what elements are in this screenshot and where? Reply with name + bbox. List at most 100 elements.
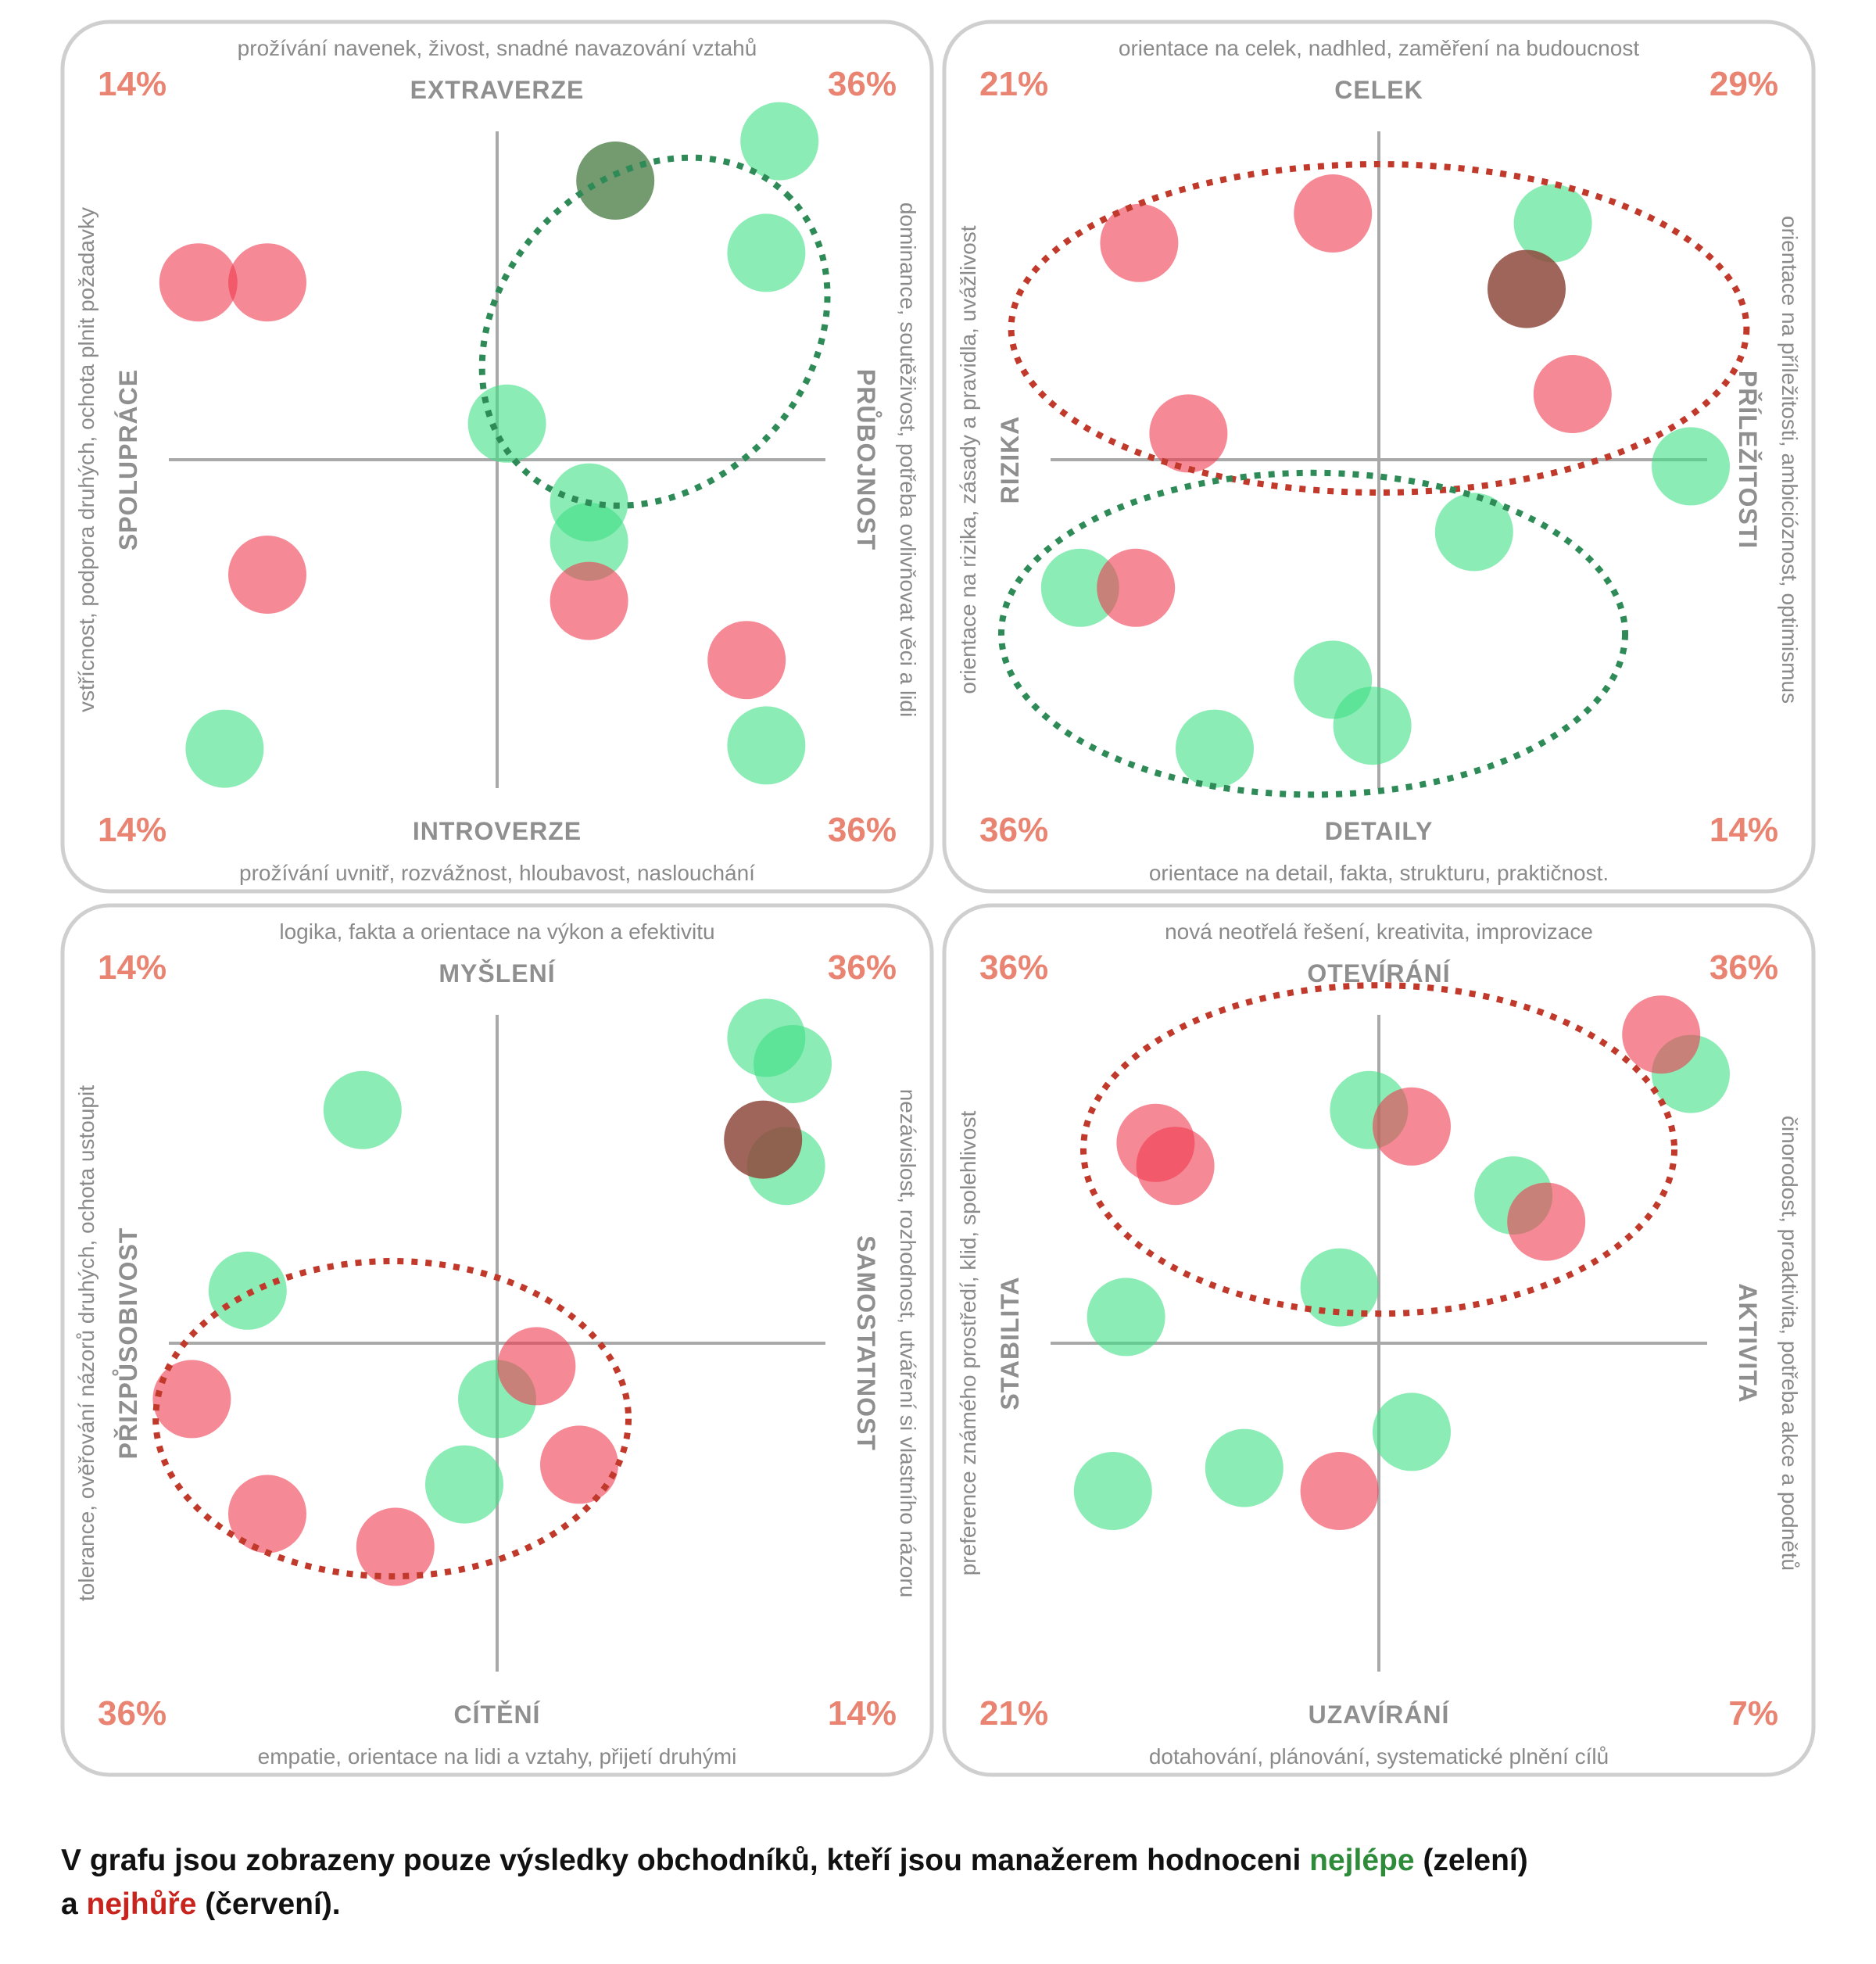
description-right: nezávislost, rozhodnost, utváření si vla…	[896, 1089, 920, 1598]
data-point-green	[1205, 1428, 1283, 1507]
percentage-top-right: 36%	[828, 65, 897, 103]
data-point-red	[1149, 394, 1228, 473]
description-bottom: dotahování, plánování, systematické plně…	[1149, 1744, 1609, 1769]
data-point-red	[356, 1507, 435, 1586]
percentage-bottom-left: 36%	[98, 1694, 166, 1733]
description-left: tolerance, ověřování názorů druhých, och…	[74, 1085, 98, 1601]
best-word: nejlépe	[1309, 1844, 1415, 1877]
pole-label-left: RIZIKA	[996, 416, 1024, 504]
data-point-red	[1136, 1127, 1215, 1206]
data-point-green	[1176, 709, 1254, 788]
footer-note: V grafu jsou zobrazeny pouze výsledky ob…	[61, 1839, 1820, 1926]
data-point-green	[740, 102, 819, 181]
worst-word: nejhůře	[86, 1887, 197, 1921]
data-point-green	[1513, 184, 1592, 263]
pole-label-top: OTEVÍRÁNÍ	[1307, 959, 1450, 987]
pole-label-left: STABILITA	[996, 1276, 1024, 1410]
description-bottom: prožívání uvnitř, rozvážnost, hloubavost…	[239, 861, 755, 885]
panel-frame	[942, 903, 1816, 1777]
percentage-bottom-right: 14%	[1710, 811, 1778, 849]
panel-frame	[60, 903, 934, 1777]
pole-label-right: PŘÍLEŽITOSTI	[1734, 371, 1762, 549]
data-point-red	[707, 621, 786, 700]
percentage-bottom-right: 36%	[828, 811, 897, 849]
pole-label-top: CELEK	[1334, 76, 1423, 104]
data-point-green	[323, 1070, 402, 1149]
percentage-top-right: 29%	[1710, 65, 1778, 103]
panel-4: nová neotřelá řešení, kreativita, improv…	[942, 903, 1816, 1777]
data-point-dark-red	[1488, 249, 1566, 328]
data-point-red	[1533, 355, 1612, 433]
data-point-green	[1087, 1278, 1165, 1357]
panel-3: logika, fakta a orientace na výkon a efe…	[60, 903, 934, 1777]
description-left: orientace na rizika, zásady a pravidla, …	[956, 225, 980, 693]
description-left: vstřícnost, podpora druhých, ochota plni…	[74, 207, 98, 712]
data-point-green	[1300, 1248, 1379, 1327]
percentage-bottom-left: 36%	[979, 811, 1048, 849]
footer-line-2: a nejhůře (červení).	[61, 1883, 1820, 1926]
data-point-dark-red	[724, 1100, 803, 1179]
percentage-top-right: 36%	[1710, 948, 1778, 987]
data-point-green	[754, 1025, 832, 1103]
data-point-red	[228, 536, 306, 614]
pole-label-right: SAMOSTATNOST	[852, 1235, 880, 1451]
description-right: orientace na příležitosti, ambicióznost,…	[1778, 216, 1802, 704]
percentage-top-left: 14%	[98, 65, 166, 103]
percentage-top-left: 36%	[979, 948, 1048, 987]
pole-label-right: PRŮBOJNOST	[852, 369, 882, 550]
data-point-red	[159, 243, 238, 322]
footer-text: (červení).	[196, 1887, 341, 1921]
description-bottom: empatie, orientace na lidi a vztahy, při…	[258, 1744, 737, 1769]
description-right: činorodost, proaktivita, potřeba akce a …	[1778, 1116, 1802, 1571]
footer-line-1: V grafu jsou zobrazeny pouze výsledky ob…	[61, 1839, 1820, 1883]
data-point-red	[228, 243, 306, 322]
cluster-oval-red	[152, 1258, 632, 1580]
data-point-green	[1373, 1392, 1451, 1471]
data-point-red	[1622, 995, 1701, 1074]
description-bottom: orientace na detail, fakta, strukturu, p…	[1149, 861, 1609, 885]
data-point-red	[1507, 1182, 1586, 1261]
pole-label-top: MYŠLENÍ	[439, 959, 555, 987]
data-point-green	[1073, 1452, 1152, 1530]
data-point-red	[497, 1327, 576, 1406]
cluster-oval-green	[478, 154, 831, 509]
panel-frame	[942, 20, 1816, 894]
percentage-top-left: 14%	[98, 948, 166, 987]
pole-label-right: AKTIVITA	[1734, 1283, 1762, 1403]
data-point-red	[550, 561, 628, 640]
data-point-green	[727, 213, 806, 292]
data-point-red	[1373, 1087, 1451, 1166]
pole-label-bottom: INTROVERZE	[413, 817, 582, 845]
pole-label-left: SPOLUPRÁCE	[114, 369, 142, 550]
data-point-red	[152, 1360, 231, 1439]
panel-2: orientace na celek, nadhled, zaměření na…	[942, 20, 1816, 894]
description-right: dominance, soutěživost, potřeba ovlivňov…	[896, 202, 920, 717]
description-left: preference známého prostředí, klid, spol…	[956, 1111, 980, 1576]
data-point-red	[1100, 203, 1179, 282]
panel-1: prožívání navenek, živost, snadné navazo…	[60, 20, 934, 894]
percentage-top-left: 21%	[979, 65, 1048, 103]
description-top: logika, fakta a orientace na výkon a efe…	[279, 919, 714, 944]
cluster-oval-red	[1080, 982, 1677, 1317]
panel-frame	[60, 20, 934, 894]
data-point-red	[228, 1475, 306, 1554]
data-point-red	[540, 1425, 618, 1504]
cluster-oval-green	[998, 469, 1628, 798]
percentage-bottom-left: 21%	[979, 1694, 1048, 1733]
data-point-green	[185, 709, 264, 788]
pole-label-left: PŘIZPŮSOBIVOST	[113, 1228, 142, 1460]
data-point-green	[1434, 493, 1513, 572]
footer-text: (zelení)	[1414, 1844, 1528, 1877]
data-point-green	[1040, 548, 1119, 627]
data-point-red	[1300, 1452, 1379, 1530]
data-point-green	[1652, 427, 1730, 506]
data-point-green	[425, 1445, 503, 1524]
data-point-green	[550, 503, 628, 581]
description-top: orientace na celek, nadhled, zaměření na…	[1119, 36, 1639, 60]
data-point-green	[727, 706, 806, 785]
percentage-top-right: 36%	[828, 948, 897, 987]
description-top: nová neotřelá řešení, kreativita, improv…	[1165, 919, 1593, 944]
pole-label-top: EXTRAVERZE	[410, 76, 585, 104]
percentage-bottom-right: 14%	[828, 1694, 897, 1733]
percentage-bottom-right: 7%	[1728, 1694, 1778, 1733]
